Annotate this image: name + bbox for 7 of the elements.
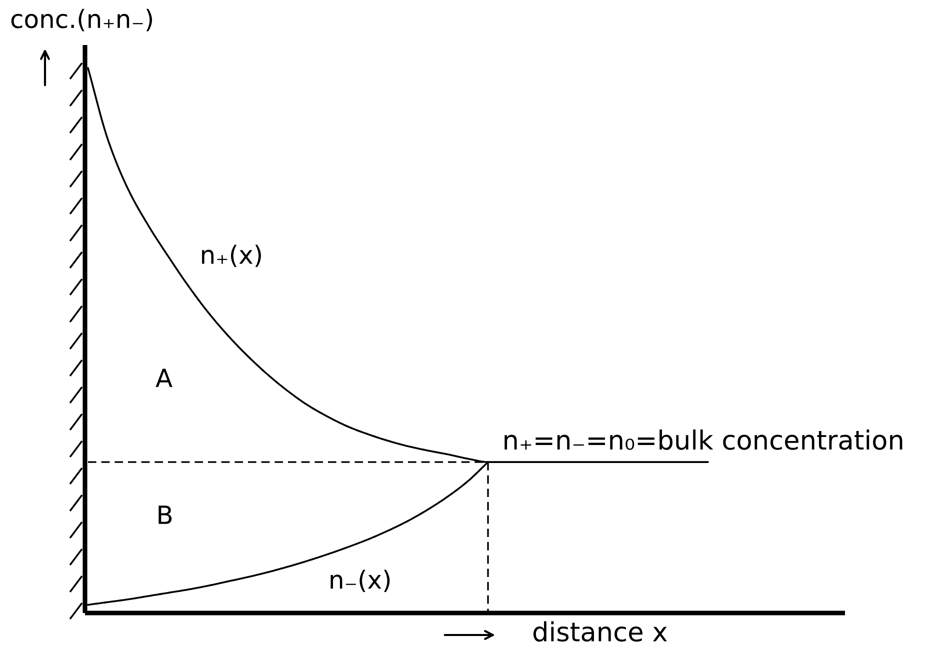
annotation: n₊=n₋=n₀=bulk concentration [504, 429, 902, 450]
series-label: n₊(x) [202, 244, 261, 268]
x-axis-title: distance x [533, 621, 667, 642]
y-axis-title: conc.(n₊n₋) [11, 8, 152, 32]
annotation: A [156, 368, 172, 388]
series-label: n₋(x) [330, 570, 390, 592]
annotation: B [158, 506, 172, 524]
